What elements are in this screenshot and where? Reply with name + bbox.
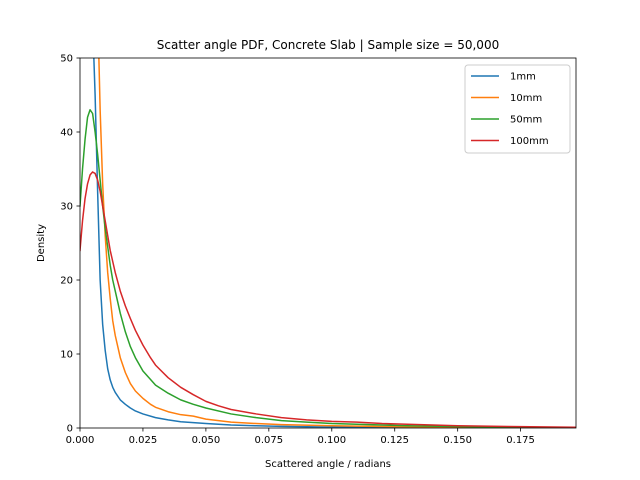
- x-tick-label: 0.075: [255, 435, 284, 446]
- series-line-100mm: [80, 171, 576, 428]
- series-line-50mm: [80, 109, 576, 428]
- x-axis-ticks: 0.000 0.025 0.050 0.075 0.100 0.125 0.150 0.175: [66, 428, 535, 446]
- legend-label-100mm: 100mm: [510, 136, 549, 147]
- plot-frame: [79, 57, 577, 429]
- x-axis-label: Scattered angle / radians: [265, 459, 391, 470]
- y-tick-label: 10: [60, 350, 73, 361]
- x-tick-label: 0.125: [380, 435, 409, 446]
- y-tick-label: 40: [60, 128, 73, 139]
- y-axis-ticks: 0 10 20 30 40 50: [60, 54, 80, 435]
- series-line-1mm: [93, 58, 576, 428]
- x-tick-label: 0.025: [129, 435, 158, 446]
- legend-box: [464, 64, 571, 154]
- y-tick-label: 0: [67, 424, 73, 435]
- y-tick-label: 20: [60, 276, 73, 287]
- series-line-10mm: [98, 58, 576, 428]
- y-tick-label: 50: [60, 54, 73, 65]
- x-tick-label: 0.150: [443, 435, 472, 446]
- legend-label-10mm: 10mm: [510, 93, 542, 104]
- chart-title: Scatter angle PDF, Concrete Slab | Sampl…: [157, 38, 499, 52]
- series-layer: [80, 58, 576, 428]
- legend: 1mm 10mm 50mm 100mm: [464, 64, 571, 154]
- y-tick-label: 30: [60, 202, 73, 213]
- legend-label-1mm: 1mm: [510, 72, 536, 83]
- x-tick-label: 0.000: [66, 435, 95, 446]
- x-tick-label: 0.100: [317, 435, 346, 446]
- x-tick-label: 0.050: [192, 435, 221, 446]
- x-tick-label: 0.175: [506, 435, 535, 446]
- legend-label-50mm: 50mm: [510, 115, 542, 126]
- y-axis-label: Density: [36, 224, 47, 262]
